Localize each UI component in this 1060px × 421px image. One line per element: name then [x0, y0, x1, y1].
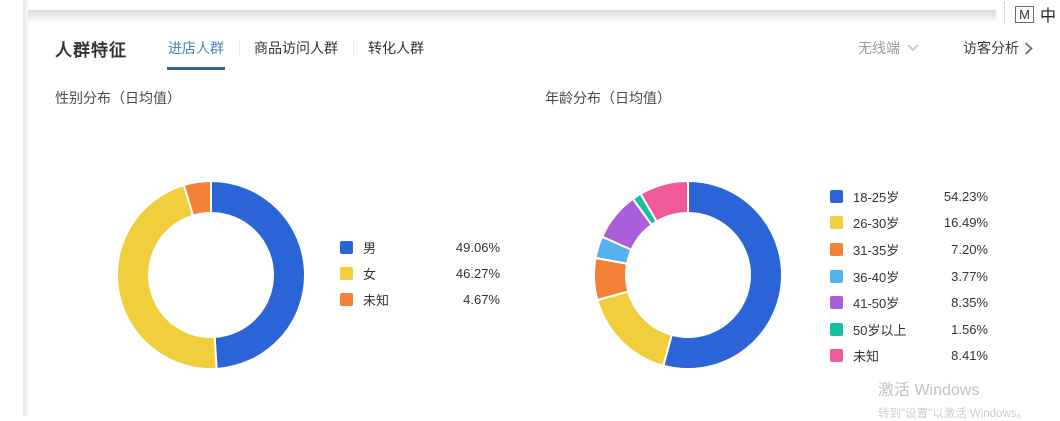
legend-swatch-icon [830, 269, 843, 283]
tab-store-visitors[interactable]: 进店人群 [153, 24, 239, 72]
legend-swatch-icon [340, 292, 353, 306]
legend-item: 未知 4.67% [340, 286, 500, 312]
gender-legend: 男 49.06% 女 46.27% 未知 4.67% [340, 234, 500, 312]
donut-slice [639, 179, 689, 223]
donut-slice [210, 179, 306, 370]
legend-item: 31-35岁 7.20% [830, 236, 988, 263]
legend-swatch-icon [340, 240, 353, 254]
ime-language-label: 中 [1039, 8, 1056, 25]
legend-swatch-icon [830, 216, 843, 230]
windows-activation-watermark: 激活 Windows 转到"设置"以激活 Windows。 [878, 376, 1028, 421]
ime-indicator[interactable]: M 中 [1004, 2, 1056, 26]
tab-label: 进店人群 [168, 40, 224, 56]
legend-label: 未知 [853, 349, 880, 365]
legend-swatch-icon [830, 322, 843, 336]
tab-bar: 进店人群 商品访问人群 转化人群 [153, 24, 439, 72]
panel-header: 人群特征 进店人群 商品访问人群 转化人群 无线端 访客分析 [28, 24, 1060, 72]
device-filter-dropdown[interactable]: 无线端 [858, 38, 919, 58]
donut-slice [662, 179, 783, 370]
window-edge-strip [25, 0, 28, 416]
legend-label: 26-30岁 [853, 216, 900, 232]
legend-item: 18-25岁 54.23% [830, 183, 988, 210]
legend-value: 46.27% [455, 265, 500, 281]
donut-slice [182, 179, 212, 217]
legend-label: 男 [363, 240, 377, 256]
legend-label: 41-50岁 [853, 296, 900, 312]
legend-swatch-icon [830, 189, 843, 203]
legend-swatch-icon [830, 242, 843, 256]
chevron-right-icon [1024, 41, 1033, 55]
legend-item: 未知 8.41% [830, 343, 988, 370]
legend-swatch-icon [830, 296, 843, 310]
header-controls: 无线端 访客分析 [858, 38, 1033, 58]
legend-item: 41-50岁 8.35% [830, 289, 988, 316]
age-donut-chart [593, 179, 783, 370]
legend-item: 50岁以上 1.56% [830, 316, 988, 343]
ime-mode-icon: M [1015, 5, 1034, 23]
donut-slice [116, 183, 218, 370]
device-filter-label: 无线端 [858, 40, 900, 56]
legend-item: 26-30岁 16.49% [830, 210, 988, 237]
watermark-line1: 激活 Windows [878, 382, 980, 399]
legend-label: 未知 [363, 292, 390, 308]
window-edge-line [23, 0, 25, 416]
age-chart-title: 年龄分布（日均值） [545, 90, 671, 106]
donut-slice [593, 256, 630, 302]
legend-label: 女 [363, 266, 377, 282]
legend-item: 男 49.06% [340, 234, 500, 260]
gender-chart-title: 性别分布（日均值） [55, 90, 181, 106]
age-legend: 18-25岁 54.23% 26-30岁 16.49% 31-35岁 7.20% 36-40… [830, 183, 988, 369]
legend-value: 1.56% [951, 321, 988, 337]
legend-value: 49.06% [455, 239, 500, 255]
legend-label: 18-25岁 [853, 189, 900, 205]
legend-value: 3.77% [951, 268, 988, 284]
donut-slice [596, 290, 673, 367]
panel-title: 人群特征 [55, 40, 127, 60]
legend-value: 7.20% [951, 241, 988, 257]
tab-product-visitors[interactable]: 商品访问人群 [239, 24, 353, 72]
visitor-analysis-label: 访客分析 [963, 40, 1019, 56]
legend-item: 36-40岁 3.77% [830, 263, 988, 290]
tab-label: 商品访问人群 [254, 40, 338, 56]
legend-value: 16.49% [943, 215, 988, 231]
crowd-characteristics-panel: 人群特征 进店人群 商品访问人群 转化人群 无线端 访客分析 [28, 24, 1060, 416]
watermark-line2: 转到"设置"以激活 Windows。 [878, 408, 1029, 420]
legend-value: 4.67% [463, 291, 500, 307]
legend-value: 8.35% [951, 295, 988, 311]
gender-donut-chart [116, 179, 306, 370]
legend-label: 31-35岁 [853, 242, 900, 258]
visitor-analysis-link[interactable]: 访客分析 [963, 38, 1033, 58]
card-top-shadow [28, 10, 996, 22]
legend-label: 50岁以上 [853, 322, 907, 338]
legend-swatch-icon [830, 349, 843, 363]
chevron-down-icon [907, 44, 919, 52]
legend-item: 女 46.27% [340, 260, 500, 286]
tab-converted-visitors[interactable]: 转化人群 [353, 24, 439, 72]
legend-label: 36-40岁 [853, 269, 900, 285]
legend-swatch-icon [340, 266, 353, 280]
legend-value: 54.23% [943, 188, 988, 204]
legend-value: 8.41% [951, 348, 988, 364]
tab-label: 转化人群 [368, 40, 424, 56]
